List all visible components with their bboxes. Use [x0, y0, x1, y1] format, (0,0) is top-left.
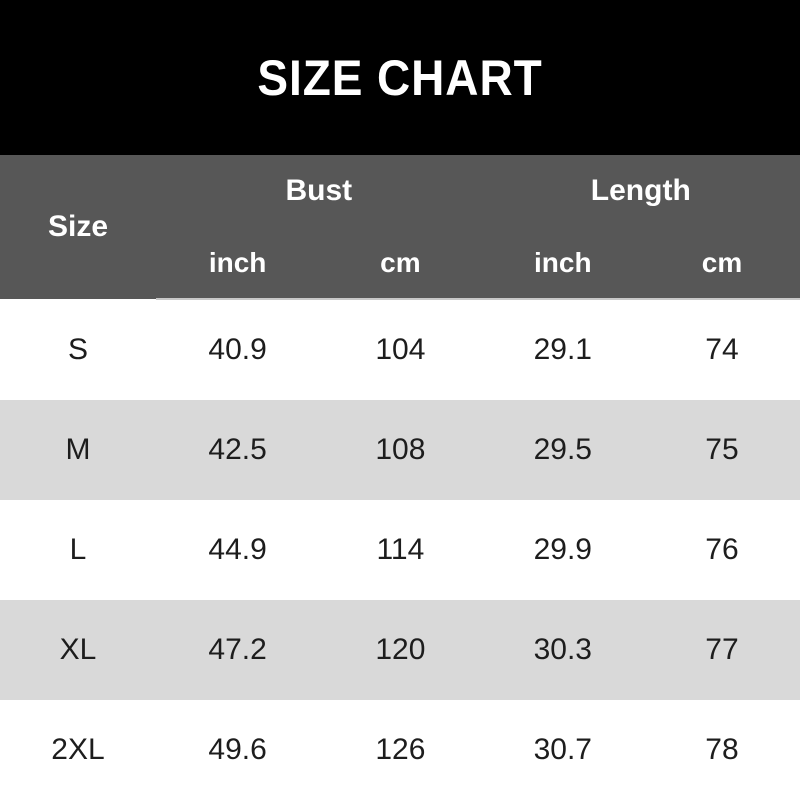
length-inch-header: inch — [481, 227, 644, 300]
size-column-header: Size — [0, 155, 156, 299]
size-cell: XL — [0, 600, 156, 700]
length-inch-cell: 30.3 — [481, 600, 644, 700]
length-inch-cell: 29.5 — [481, 400, 644, 500]
page-title: SIZE CHART — [257, 49, 543, 106]
title-banner: SIZE CHART — [0, 0, 800, 155]
length-cm-cell: 77 — [643, 600, 800, 700]
table-row: XL 47.2 120 30.3 77 — [0, 600, 800, 700]
length-cm-header: cm — [643, 227, 800, 300]
bust-cm-cell: 114 — [319, 500, 482, 600]
size-table: Size Bust Length inch cm inch cm S 40.9 … — [0, 155, 800, 800]
table-row: M 42.5 108 29.5 75 — [0, 400, 800, 500]
table-row: 2XL 49.6 126 30.7 78 — [0, 700, 800, 800]
length-cm-cell: 74 — [643, 299, 800, 400]
length-inch-cell: 29.9 — [481, 500, 644, 600]
bust-cm-cell: 104 — [319, 299, 482, 400]
bust-cm-header: cm — [319, 227, 482, 300]
bust-inch-cell: 44.9 — [156, 500, 320, 600]
size-cell: S — [0, 299, 156, 400]
table-body: S 40.9 104 29.1 74 M 42.5 108 29.5 75 L … — [0, 299, 800, 800]
bust-inch-header: inch — [156, 227, 320, 300]
size-cell: 2XL — [0, 700, 156, 800]
bust-cm-cell: 126 — [319, 700, 482, 800]
bust-group-header: Bust — [156, 155, 482, 227]
size-cell: L — [0, 500, 156, 600]
length-cm-cell: 76 — [643, 500, 800, 600]
header-unit-row: inch cm inch cm — [0, 227, 800, 300]
bust-inch-cell: 42.5 — [156, 400, 320, 500]
bust-inch-cell: 47.2 — [156, 600, 320, 700]
bust-cm-cell: 108 — [319, 400, 482, 500]
bust-inch-cell: 40.9 — [156, 299, 320, 400]
table-row: L 44.9 114 29.9 76 — [0, 500, 800, 600]
bust-cm-cell: 120 — [319, 600, 482, 700]
length-inch-cell: 30.7 — [481, 700, 644, 800]
length-cm-cell: 78 — [643, 700, 800, 800]
length-group-header: Length — [481, 155, 800, 227]
bust-inch-cell: 49.6 — [156, 700, 320, 800]
size-cell: M — [0, 400, 156, 500]
table-header: Size Bust Length inch cm inch cm — [0, 155, 800, 300]
length-inch-cell: 29.1 — [481, 299, 644, 400]
length-cm-cell: 75 — [643, 400, 800, 500]
header-group-row: Size Bust Length — [0, 155, 800, 299]
table-row: S 40.9 104 29.1 74 — [0, 299, 800, 400]
